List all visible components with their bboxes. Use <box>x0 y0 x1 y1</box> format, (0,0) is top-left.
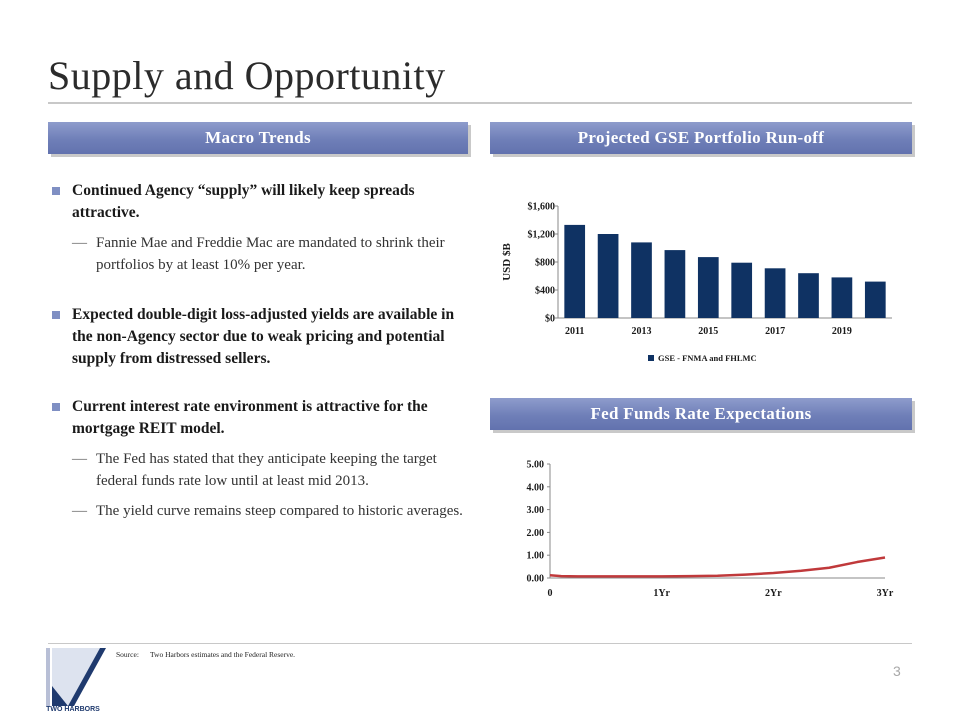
y-tick-label: $400 <box>535 286 555 297</box>
sub-bullet-portfolio-mandate: — Fannie Mae and Freddie Mac are mandate… <box>50 232 475 276</box>
bullet-non-agency-yields: Expected double-digit loss-adjusted yiel… <box>50 304 475 370</box>
legend-swatch <box>648 355 654 361</box>
sub-bullet-text: Fannie Mae and Freddie Mac are mandated … <box>96 235 445 273</box>
x-tick-label: 2019 <box>832 326 852 337</box>
bar-2012 <box>597 234 619 318</box>
gse-chart-header: Projected GSE Portfolio Run-off <box>490 122 912 154</box>
y-tick-label: $0 <box>545 314 555 325</box>
page-number: 3 <box>893 663 901 679</box>
bar-2018 <box>798 273 819 318</box>
y-tick-label: $800 <box>535 258 555 269</box>
x-tick-label: 3Yr <box>877 588 894 599</box>
sub-bullet-text: The yield curve remains steep compared t… <box>96 503 463 519</box>
x-tick-label: 2015 <box>698 326 718 337</box>
bullet-interest-rate-environment: Current interest rate environment is att… <box>50 396 475 440</box>
legend-label: GSE - FNMA and FHLMC <box>658 353 757 363</box>
macro-trends-list: Continued Agency “supply” will likely ke… <box>50 180 475 522</box>
bar-2020 <box>864 281 886 318</box>
dash-bullet-icon: — <box>72 503 87 519</box>
bullet-text: Current interest rate environment is att… <box>72 398 428 437</box>
x-tick-label: 1Yr <box>653 588 670 599</box>
source-note: Source: Two Harbors estimates and the Fed… <box>116 650 295 659</box>
dash-bullet-icon: — <box>72 235 87 251</box>
y-tick-label: $1,600 <box>528 202 556 213</box>
source-text: Two Harbors estimates and the Federal Re… <box>150 650 296 659</box>
x-tick-label: 2013 <box>632 326 652 337</box>
fed-funds-rate-line <box>549 556 886 578</box>
title-divider <box>48 102 912 104</box>
square-bullet-icon <box>52 311 60 319</box>
y-tick-label: 4.00 <box>527 482 545 493</box>
bullet-text: Expected double-digit loss-adjusted yiel… <box>72 306 455 367</box>
two-harbors-logo-icon <box>46 648 106 706</box>
slide-title: Supply and Opportunity <box>48 53 446 98</box>
x-tick-label: 0 <box>548 588 553 599</box>
x-tick-label: 2017 <box>765 326 785 337</box>
y-tick-label: 3.00 <box>527 505 545 516</box>
y-tick-label: 1.00 <box>527 551 545 562</box>
fed-chart-header: Fed Funds Rate Expectations <box>490 398 912 430</box>
bar-2013 <box>631 242 652 318</box>
source-label: Source: <box>116 650 139 659</box>
sub-bullet-yield-curve: — The yield curve remains steep compared… <box>50 500 475 522</box>
y-tick-label: 2.00 <box>527 528 545 539</box>
y-axis-label: USD $B <box>501 243 513 281</box>
logo-wordmark: TWO HARBORS <box>46 706 100 713</box>
bullet-text: Continued Agency “supply” will likely ke… <box>72 182 415 221</box>
footer-divider <box>48 643 912 644</box>
square-bullet-icon <box>52 187 60 195</box>
bar-2015 <box>697 257 719 318</box>
dash-bullet-icon: — <box>72 451 87 467</box>
bar-2019 <box>831 277 853 318</box>
macro-trends-header: Macro Trends <box>48 122 468 154</box>
sub-bullet-fed-statement: — The Fed has stated that they anticipat… <box>50 448 475 492</box>
bar-2017 <box>764 268 786 318</box>
square-bullet-icon <box>52 403 60 411</box>
bar-2016 <box>731 262 753 318</box>
gse-runoff-bar-chart: $0 $400 $800 $1,200 $1,600 USD $B 2011 2013 2015… <box>501 202 892 363</box>
bullet-agency-supply: Continued Agency “supply” will likely ke… <box>50 180 475 224</box>
y-tick-label: 0.00 <box>527 574 545 585</box>
fed-funds-line-chart: 0.00 1.00 2.00 3.00 4.00 5.00 0 1Yr 2Yr 3Yr <box>527 460 894 600</box>
bar-2014 <box>664 250 686 318</box>
sub-bullet-text: The Fed has stated that they anticipate … <box>96 451 437 489</box>
x-tick-label: 2011 <box>565 326 584 337</box>
y-tick-label: 5.00 <box>527 460 545 471</box>
bar-2011 <box>564 224 586 318</box>
y-tick-label: $1,200 <box>528 230 556 241</box>
x-tick-label: 2Yr <box>765 588 782 599</box>
